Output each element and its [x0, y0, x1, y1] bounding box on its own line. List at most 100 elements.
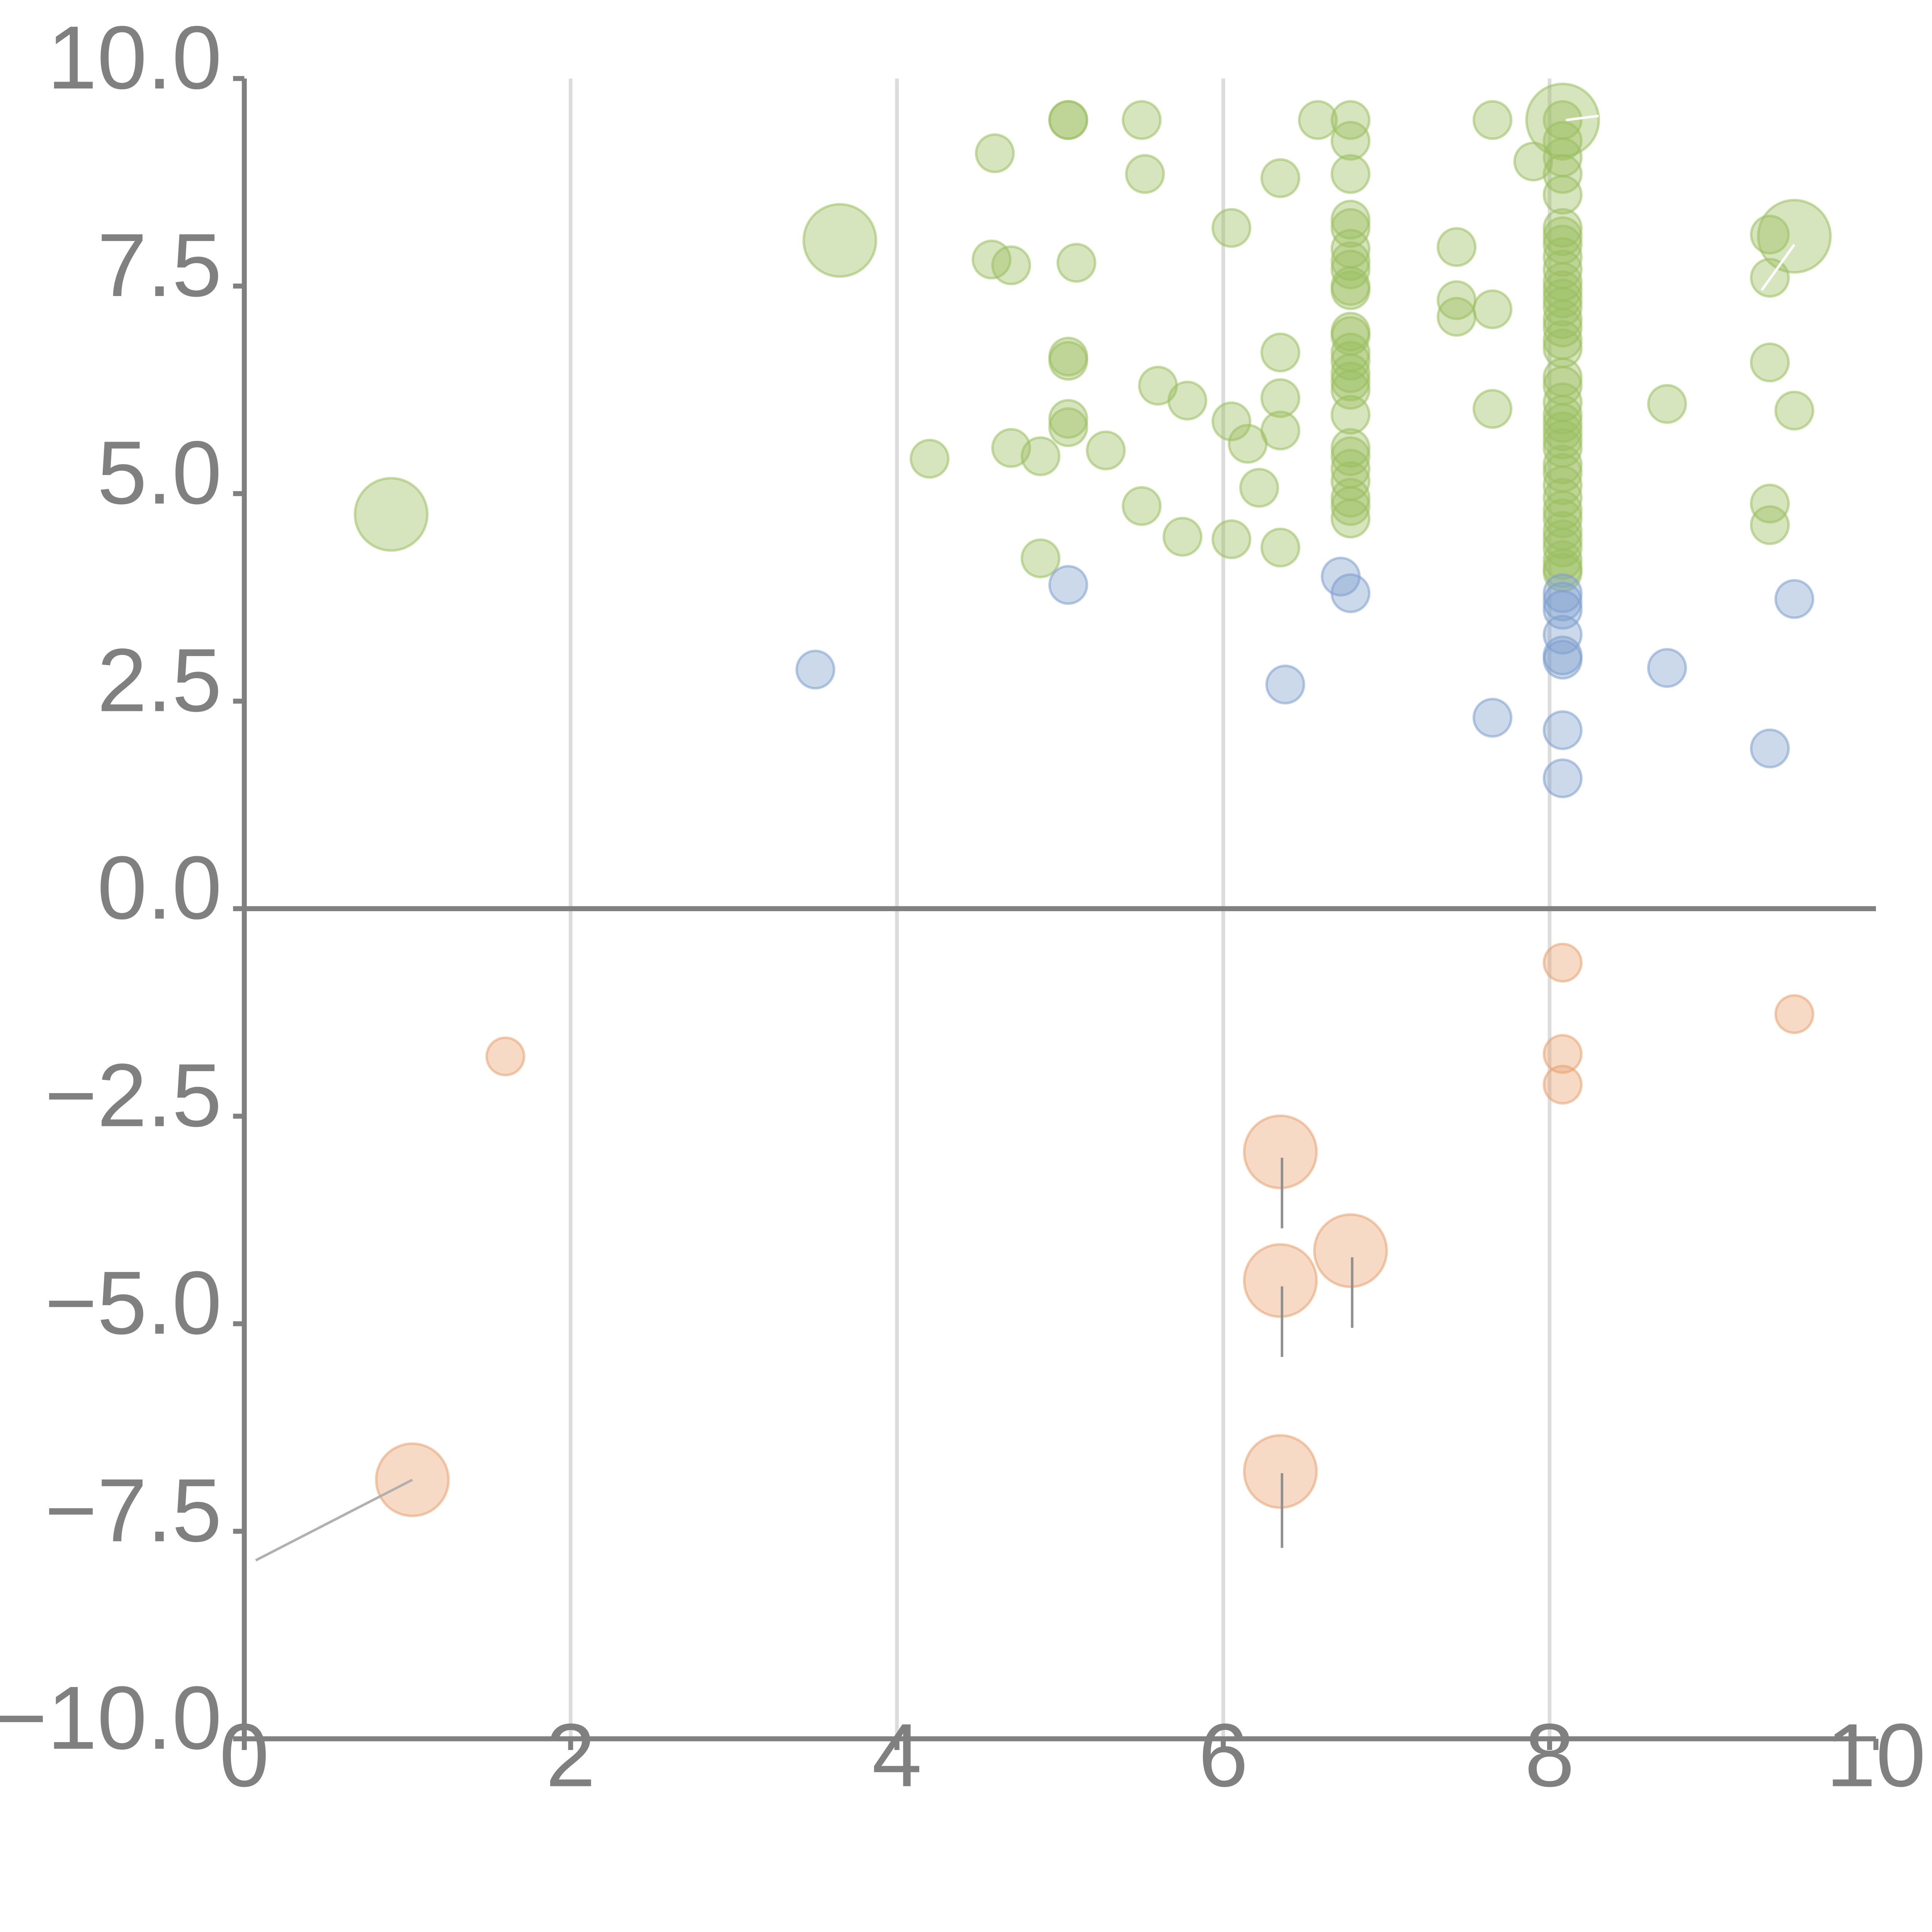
green-data-point — [1543, 208, 1583, 248]
green-data-point — [1330, 249, 1371, 289]
green-data-point — [1162, 517, 1202, 557]
green-data-point — [1122, 486, 1162, 526]
green-data-point — [910, 439, 950, 479]
orange-data-point — [1543, 942, 1583, 983]
green-data-point — [1330, 154, 1371, 194]
green-data-point — [1472, 100, 1513, 140]
y-tick-label: 0.0 — [97, 838, 222, 938]
x-tick-label: 8 — [1525, 1706, 1575, 1806]
green-data-point — [1125, 154, 1165, 194]
green-data-point — [1330, 199, 1371, 240]
blue-data-point — [1543, 573, 1583, 613]
axes — [242, 78, 1876, 1742]
y-tick-label: 5.0 — [97, 423, 222, 523]
green-data-point — [1330, 353, 1371, 393]
green-data-point — [1330, 478, 1371, 518]
green-data-point — [1228, 423, 1268, 464]
green-data-point — [1056, 243, 1097, 283]
y-tick-label: 7.5 — [97, 215, 222, 315]
x-tick-label: 0 — [219, 1706, 269, 1806]
green-data-point — [1543, 498, 1583, 539]
blue-data-point — [1472, 697, 1513, 738]
green-data-point — [1543, 121, 1583, 161]
orange-data-point — [1243, 1434, 1318, 1509]
green-data-point — [1472, 289, 1513, 330]
green-data-point — [1330, 428, 1371, 468]
green-data-point — [1543, 287, 1583, 327]
blue-data-point — [1647, 648, 1687, 688]
green-data-point — [1330, 341, 1371, 381]
green-data-point — [1543, 216, 1583, 257]
y-tick-label: −5.0 — [45, 1253, 222, 1353]
green-data-point — [1048, 100, 1088, 140]
x-tick-label: 10 — [1826, 1706, 1926, 1806]
green-data-point — [802, 203, 878, 278]
green-data-point — [1330, 486, 1371, 526]
orange-data-point — [1243, 1243, 1318, 1318]
blue-data-point — [1543, 639, 1583, 680]
green-data-point — [1330, 361, 1371, 401]
green-data-point — [1122, 100, 1162, 140]
blue-data-point — [1543, 582, 1583, 622]
green-data-point — [1260, 332, 1301, 372]
green-data-point — [1260, 158, 1301, 198]
x-tick-label: 4 — [872, 1706, 922, 1806]
blue-data-point — [795, 650, 835, 690]
green-data-point — [1211, 519, 1252, 560]
green-data-point — [1211, 401, 1252, 442]
green-data-point — [1239, 468, 1279, 508]
green-data-point — [1543, 444, 1583, 485]
blue-data-point — [1750, 728, 1790, 769]
green-data-point — [1543, 540, 1583, 580]
green-data-point — [1437, 227, 1477, 267]
green-data-point — [1543, 519, 1583, 560]
green-data-point — [1260, 527, 1301, 568]
green-data-point — [1330, 270, 1371, 310]
green-data-point — [1543, 299, 1583, 339]
green-data-point — [1211, 208, 1252, 248]
blue-data-point — [1774, 579, 1815, 619]
green-data-point — [991, 245, 1031, 286]
green-data-point — [1330, 395, 1371, 435]
green-data-point — [1298, 100, 1338, 140]
green-data-point — [354, 477, 429, 552]
data-points — [354, 82, 1832, 1517]
green-data-point — [1750, 342, 1790, 383]
blue-data-point — [1330, 573, 1371, 613]
blue-data-point — [1543, 758, 1583, 798]
y-tick-label: −2.5 — [45, 1046, 222, 1146]
green-data-point — [1774, 390, 1815, 431]
leader-line — [255, 1478, 413, 1561]
leader-line — [1566, 114, 1599, 121]
green-data-point — [1543, 478, 1583, 518]
green-data-point — [1513, 141, 1553, 182]
green-data-point — [1543, 278, 1583, 319]
orange-data-point — [1543, 1065, 1583, 1105]
green-data-point — [1472, 389, 1513, 429]
blue-data-point — [1048, 565, 1088, 605]
orange-data-point — [485, 1036, 526, 1077]
green-data-point — [1543, 411, 1583, 451]
orange-data-point — [1313, 1213, 1388, 1288]
orange-data-point — [1243, 1114, 1318, 1189]
green-data-point — [1086, 430, 1126, 471]
y-tick-label: 10.0 — [47, 8, 222, 108]
orange-data-point — [1543, 1034, 1583, 1074]
leader-line — [1760, 244, 1796, 291]
annotation-leader-lines — [255, 114, 1796, 1561]
orange-data-point — [1774, 994, 1815, 1034]
green-data-point — [1020, 538, 1061, 578]
green-data-point — [1048, 399, 1088, 439]
green-data-point — [1543, 175, 1583, 215]
y-tick-label: −7.5 — [45, 1461, 222, 1561]
y-tick-label: −10.0 — [0, 1668, 222, 1768]
green-data-point — [1750, 214, 1790, 255]
green-data-point — [975, 133, 1015, 173]
y-tick-label: 2.5 — [97, 630, 222, 730]
blue-data-point — [1265, 664, 1305, 705]
green-data-point — [1330, 208, 1371, 248]
x-tick-label: 2 — [546, 1706, 595, 1806]
green-data-point — [1020, 436, 1061, 476]
green-data-point — [1647, 384, 1687, 424]
green-data-point — [1048, 407, 1088, 447]
